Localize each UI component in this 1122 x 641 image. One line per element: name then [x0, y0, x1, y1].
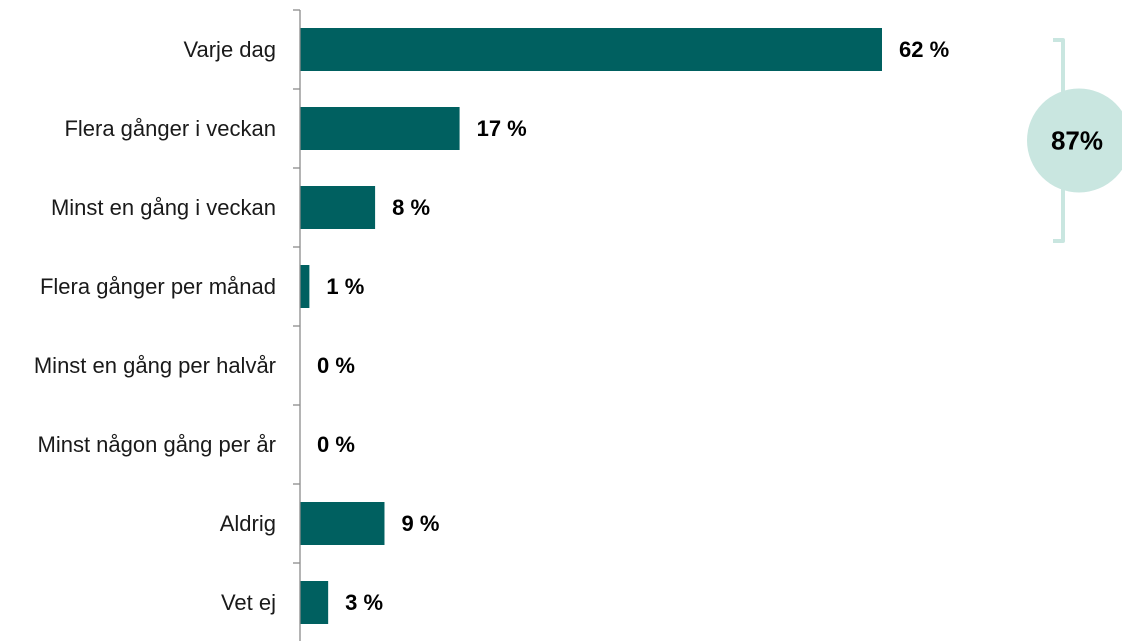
axis-layer [293, 9, 301, 641]
bar [300, 502, 385, 545]
value-label: 17 % [477, 116, 527, 141]
value-label: 0 % [317, 353, 355, 378]
bar [300, 28, 882, 71]
value-label: 0 % [317, 432, 355, 457]
labels-layer: Varje dag 62 % Flera gånger i veckan 17 % Mi… [34, 37, 949, 615]
value-label: 1 % [326, 274, 364, 299]
bar [300, 107, 460, 150]
value-label: 3 % [345, 590, 383, 615]
category-label: Flera gånger i veckan [64, 116, 276, 141]
category-label: Minst en gång i veckan [51, 195, 276, 220]
bars-layer [300, 28, 882, 624]
category-label: Aldrig [220, 511, 276, 536]
value-label: 9 % [401, 511, 439, 536]
sum-annotation: 87% [1027, 38, 1122, 243]
category-label: Minst någon gång per år [38, 432, 277, 457]
bar [300, 581, 329, 624]
category-label: Varje dag [183, 37, 276, 62]
value-label: 8 % [392, 195, 430, 220]
category-label: Minst en gång per halvår [34, 353, 276, 378]
bar [300, 186, 376, 229]
bar [300, 265, 310, 308]
category-label: Flera gånger per månad [40, 274, 276, 299]
sum-annotation-label: 87% [1051, 126, 1103, 156]
sum-circle [1027, 88, 1122, 193]
value-label: 62 % [899, 37, 949, 62]
category-label: Vet ej [221, 590, 276, 615]
